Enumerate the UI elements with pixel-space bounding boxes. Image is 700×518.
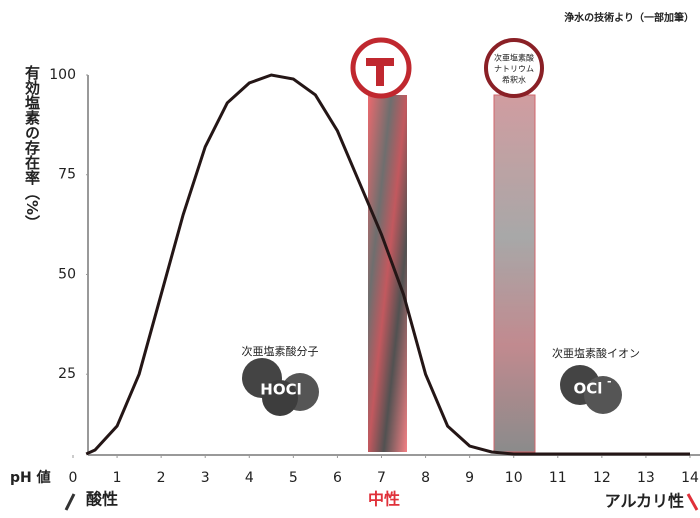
neutral-label: 中性 [368, 490, 400, 509]
x-tick-label: 13 [637, 470, 655, 486]
x-tick-label: 11 [549, 470, 567, 486]
x-tick-label: 14 [681, 470, 699, 486]
x-tick-label: 9 [465, 470, 474, 486]
dilution-band [494, 95, 535, 452]
y-tick-label: 100 [49, 67, 76, 83]
acid-label: 酸性 [86, 490, 118, 509]
ocl-formula: OCl [574, 380, 603, 398]
hocl-formula: HOCl [260, 381, 301, 399]
x-tick-label: 5 [289, 470, 298, 486]
alkaline-label: アルカリ性 [605, 492, 684, 511]
acid-slash [66, 494, 74, 510]
hocl-name: 次亜塩素酸分子 [242, 344, 319, 358]
y-axis-label: 有効塩素の存在率（%） [23, 64, 41, 230]
chart: 浄水の技術より（一部加筆） 有効塩素の存在率（%） 次亜塩素酸分子 HOCl 次… [0, 0, 700, 514]
neutral-band [368, 95, 407, 452]
x-tick-label: 8 [421, 470, 430, 486]
x-tick-label: 3 [201, 470, 210, 486]
x-tick-label: 4 [245, 470, 254, 486]
y-tick-label: 75 [58, 167, 76, 183]
x-tick-label: 0 [69, 470, 78, 486]
dilution-label: 希釈水 [502, 75, 526, 85]
x-tick-label: 7 [377, 470, 386, 486]
x-tick-label: 12 [593, 470, 611, 486]
ocl-charge: - [607, 375, 612, 388]
y-tick-label: 25 [58, 366, 76, 382]
x-tick-label: 6 [333, 470, 342, 486]
x-tick-label: 2 [157, 470, 166, 486]
source: 浄水の技術より（一部加筆） [564, 11, 694, 24]
alkaline-slash [688, 494, 697, 510]
x-tick-label: 1 [113, 470, 122, 486]
y-tick-label: 50 [58, 266, 76, 282]
x-axis-label: pH 値 [10, 469, 51, 486]
x-tick-label: 10 [505, 470, 523, 486]
dilution-label: 次亜塩素酸 [494, 53, 534, 63]
dilution-label: ナトリウム [494, 65, 534, 74]
ocl-name: 次亜塩素酸イオン [552, 346, 640, 360]
